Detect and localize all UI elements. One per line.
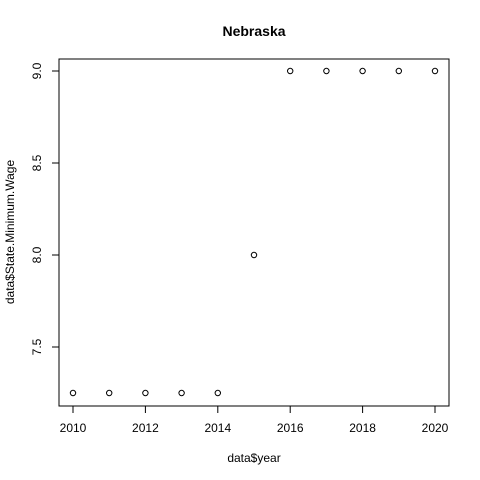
data-point (323, 67, 330, 75)
x-tick-label: 2014 (204, 421, 231, 435)
y-tick-label: 7.5 (30, 338, 44, 355)
data-point (395, 67, 402, 75)
x-axis: 2010 2012 2014 2016 2018 2020 (60, 405, 449, 435)
data-point (106, 389, 113, 397)
y-axis: 7.5 8.0 8.5 9.0 (30, 62, 60, 355)
y-tick-label: 8.5 (30, 154, 44, 171)
data-point (142, 389, 149, 397)
x-tick-label: 2020 (422, 421, 449, 435)
data-point (178, 389, 185, 397)
y-tick-label: 9.0 (30, 62, 44, 79)
data-point (250, 251, 258, 259)
y-axis-label: data$State.Minimum.Wage (3, 160, 17, 305)
chart-title: Nebraska (222, 23, 285, 39)
data-points (69, 67, 439, 397)
data-point (359, 67, 366, 75)
x-tick-label: 2010 (60, 421, 87, 435)
plot-frame (58, 58, 450, 407)
x-tick-label: 2016 (277, 421, 304, 435)
data-point (69, 389, 77, 397)
x-tick-label: 2018 (349, 421, 376, 435)
x-axis-label: data$year (227, 451, 280, 465)
data-point (214, 389, 222, 397)
y-tick-label: 8.0 (30, 246, 44, 263)
data-point (287, 67, 294, 75)
x-tick-label: 2012 (132, 421, 159, 435)
data-point (431, 67, 439, 75)
